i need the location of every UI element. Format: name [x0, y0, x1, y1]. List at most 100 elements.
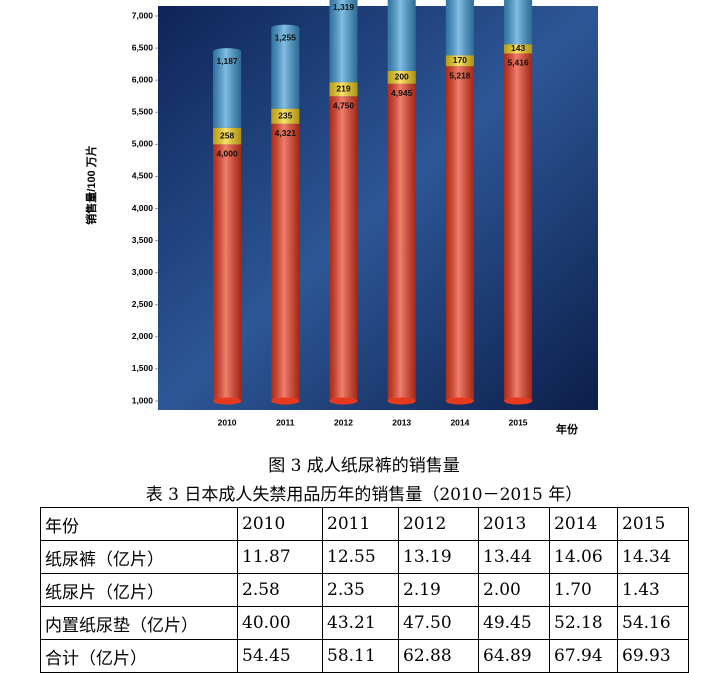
bar-shine	[213, 51, 242, 128]
table-cell: 内置纸尿垫（亿片）	[40, 606, 238, 640]
bar-cap-shine	[271, 24, 300, 32]
table-cell: 14.34	[617, 540, 689, 574]
y-tick-label: 3,500	[132, 235, 154, 245]
bar-shine	[213, 144, 242, 402]
y-tick-label: 2,000	[132, 331, 154, 341]
bar-shine	[329, 82, 358, 97]
bar-shine	[271, 123, 300, 401]
table-cell: 2015	[617, 507, 689, 541]
bar-shine	[387, 70, 416, 84]
y-tick-label: 4,500	[132, 171, 154, 181]
table-cell: 47.50	[398, 606, 479, 640]
bar-shine	[387, 83, 416, 401]
table-cell: 43.21	[322, 606, 399, 640]
table-row: 纸尿裤（亿片） 11.87 12.55 13.19 13.44 14.06 14.34	[40, 540, 689, 574]
bar-base	[504, 397, 533, 405]
table-row: 纸尿片（亿片） 2.58 2.35 2.19 2.00 1.70 1.43	[40, 573, 689, 607]
data-label: 235	[278, 110, 292, 120]
table-cell: 1.70	[549, 573, 618, 607]
table-row: 年份 2010 2011 2012 2013 2014 2015	[40, 507, 689, 541]
table-cell: 2.00	[478, 573, 550, 607]
data-label: 219	[336, 83, 350, 93]
y-tick-label: 1,000	[132, 395, 154, 405]
table-cell: 52.18	[549, 606, 618, 640]
x-tick-label: 2013	[392, 417, 411, 427]
table-cell: 2.58	[237, 573, 323, 607]
data-label: 200	[395, 72, 409, 82]
y-tick-label: 6,500	[132, 42, 154, 52]
bar-cap-shine	[333, 0, 354, 2]
y-tick-label: 7,000	[132, 10, 154, 20]
x-tick-label: 2014	[450, 417, 469, 427]
data-label: 5,218	[449, 70, 471, 80]
table-cell: 69.93	[617, 639, 689, 673]
bar-base	[271, 397, 300, 405]
bar-shine	[504, 53, 533, 402]
table-cell: 12.55	[322, 540, 399, 574]
table-cell: 54.45	[237, 639, 323, 673]
data-label: 4,321	[275, 128, 297, 138]
table-cell: 2014	[549, 507, 618, 541]
bar-shine	[445, 66, 474, 401]
bar-shine	[213, 127, 242, 145]
y-tick-label: 4,000	[132, 203, 154, 213]
table-cell: 54.16	[617, 606, 689, 640]
bar-base	[329, 397, 358, 405]
table-row: 内置纸尿垫（亿片） 40.00 43.21 47.50 49.45 52.18 54.16	[40, 606, 689, 640]
data-table: 年份 2010 2011 2012 2013 2014 2015 纸尿裤（亿片） 11.87 12…	[40, 507, 689, 673]
table-cell: 13.44	[478, 540, 550, 574]
data-label: 5,416	[507, 58, 529, 68]
table-cell: 2010	[237, 507, 323, 541]
y-tick-label: 5,500	[132, 107, 154, 117]
table-cell: 49.45	[478, 606, 550, 640]
table-cell: 40.00	[237, 606, 323, 640]
data-label: 4,945	[391, 88, 413, 98]
table-cell: 62.88	[398, 639, 479, 673]
bar-shine	[329, 0, 358, 83]
x-tick-label: 2015	[509, 417, 528, 427]
data-label: 1,187	[216, 56, 238, 66]
table-cell: 11.87	[237, 540, 323, 574]
bar-shine	[271, 28, 300, 109]
table-cell: 58.11	[322, 639, 399, 673]
figure-caption: 图 3 成人纸尿裤的销售量	[268, 456, 460, 476]
bar-base	[213, 397, 242, 405]
bar-shine	[387, 0, 416, 71]
data-label: 143	[511, 43, 525, 53]
bar-shine	[504, 0, 533, 45]
table-cell: 年份	[40, 507, 238, 541]
bar-shine	[504, 44, 533, 54]
bar-shine	[445, 0, 474, 56]
table-cell: 13.19	[398, 540, 479, 574]
table-cell: 2012	[398, 507, 479, 541]
data-label: 1,255	[275, 32, 297, 42]
table-row: 合计（亿片） 54.45 58.11 62.88 64.89 67.94 69.93	[40, 639, 689, 673]
data-label: 258	[220, 130, 234, 140]
bar-shine	[271, 108, 300, 124]
table-cell: 2013	[478, 507, 550, 541]
data-label: 4,000	[216, 149, 238, 159]
table-cell: 2.35	[322, 573, 399, 607]
x-tick-label: 2010	[218, 417, 237, 427]
y-tick-label: 5,000	[132, 139, 154, 149]
bar-base	[445, 397, 474, 405]
x-axis-label: 年份	[556, 422, 579, 436]
y-axis-label: 销售量/100 万片	[84, 145, 98, 224]
data-label: 1,319	[333, 2, 355, 12]
table-cell: 14.06	[549, 540, 618, 574]
data-label: 170	[453, 55, 467, 65]
bar-base	[387, 397, 416, 405]
bar-cap-shine	[213, 48, 242, 56]
data-label: 4,750	[333, 100, 355, 110]
table-cell: 纸尿裤（亿片）	[40, 540, 238, 574]
bar-shine	[445, 55, 474, 67]
y-tick-label: 1,500	[132, 363, 154, 373]
y-tick-label: 3,000	[132, 267, 154, 277]
table-cell: 2.19	[398, 573, 479, 607]
table-caption: 表 3 日本成人失禁用品历年的销售量（2010－2015 年）	[145, 485, 583, 505]
chart: 销售量/100 万片 年份 1,000 1,500 2,000 2,500 3,000 3…	[84, 0, 598, 436]
table-cell: 2011	[322, 507, 399, 541]
table-cell: 1.43	[617, 573, 689, 607]
table-cell: 合计（亿片）	[40, 639, 238, 673]
